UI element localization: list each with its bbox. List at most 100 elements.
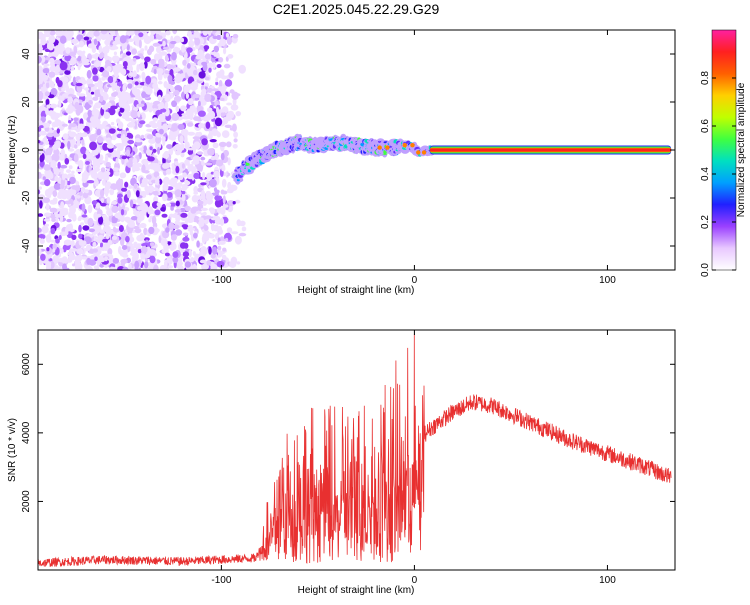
- heatmap-cell: [128, 38, 134, 43]
- heatmap-cell: [155, 68, 164, 75]
- heatmap-cell: [133, 241, 138, 249]
- heatmap-cell: [208, 110, 216, 120]
- heatmap-cell: [78, 79, 85, 83]
- heatmap-cell: [108, 96, 116, 101]
- heatmap-cell: [144, 45, 148, 51]
- heatmap-cell: [135, 190, 140, 198]
- heatmap-cell: [140, 48, 145, 52]
- heatmap-cell: [146, 128, 154, 132]
- heatmap-cell: [64, 158, 70, 165]
- heatmap-cell: [216, 260, 225, 268]
- heatmap-cell: [38, 145, 41, 154]
- heatmap-cell: [104, 154, 109, 163]
- heatmap-cell: [153, 53, 160, 61]
- heatmap-cell: [217, 245, 222, 251]
- heatmap-cell: [64, 70, 71, 75]
- y-tick-label: 20: [21, 96, 32, 108]
- heatmap-cell: [59, 111, 63, 117]
- heatmap-cell: [206, 107, 213, 113]
- heatmap-cell: [125, 235, 130, 243]
- heatmap-cell: [142, 242, 150, 246]
- bottom-x-axis-label: Height of straight line (km): [298, 585, 415, 596]
- heatmap-cell: [165, 227, 170, 233]
- heatmap-cell: [120, 209, 125, 216]
- heatmap-cell: [127, 83, 133, 89]
- heatmap-cell: [107, 76, 114, 84]
- heatmap-cell: [103, 111, 111, 119]
- heatmap-cell: [142, 85, 148, 91]
- heatmap-cell: [212, 35, 218, 40]
- heatmap-cell: [81, 203, 86, 213]
- heatmap-cell: [178, 259, 182, 266]
- heatmap-cell: [247, 169, 251, 173]
- heatmap-cell: [38, 71, 41, 79]
- heatmap-cell: [174, 47, 181, 52]
- heatmap-cell: [92, 96, 99, 101]
- heatmap-cell: [82, 153, 87, 160]
- heatmap-cell: [78, 224, 82, 233]
- heatmap-cell: [85, 198, 92, 203]
- heatmap-cell: [170, 40, 177, 45]
- heatmap-cell: [170, 234, 177, 241]
- heatmap-cell: [218, 80, 223, 89]
- heatmap-cell: [161, 123, 169, 132]
- heatmap-cell: [68, 123, 77, 128]
- heatmap-cell: [187, 110, 194, 118]
- heatmap-cell: [42, 68, 50, 74]
- heatmap-cell: [75, 181, 80, 186]
- heatmap-cell: [126, 189, 131, 199]
- heatmap-cell: [72, 200, 79, 204]
- heatmap-cell: [122, 61, 128, 68]
- heatmap-cell: [106, 196, 111, 204]
- heatmap-cell: [190, 212, 195, 220]
- heatmap-cell: [128, 185, 133, 189]
- heatmap-cell: [171, 213, 179, 218]
- heatmap-cell: [109, 188, 115, 196]
- heatmap-cell: [205, 121, 211, 129]
- heatmap-cell: [224, 79, 233, 87]
- heatmap-cell: [76, 84, 83, 93]
- heatmap-cell: [181, 224, 189, 229]
- top-y-ticks: -40 -20 0 20 40: [21, 48, 675, 253]
- heatmap-cell: [141, 91, 147, 99]
- heatmap-cell: [105, 35, 112, 43]
- heatmap-cell: [226, 141, 232, 148]
- heatmap-cell: [377, 145, 382, 150]
- heatmap-cell: [162, 193, 168, 202]
- heatmap-cell: [193, 191, 198, 195]
- heatmap-cell: [43, 136, 48, 144]
- heatmap-cell: [105, 233, 110, 240]
- heatmap-cell: [186, 47, 193, 53]
- heatmap-cell: [119, 249, 124, 257]
- colorbar-tick-label: 0.4: [700, 167, 711, 181]
- heatmap-cell: [108, 228, 113, 235]
- snr-frame: [37, 329, 676, 571]
- heatmap-cell: [169, 202, 177, 207]
- heatmap-cell: [191, 206, 200, 212]
- heatmap-cell: [40, 37, 47, 46]
- heatmap-cell: [181, 113, 187, 117]
- heatmap-cell: [144, 261, 149, 269]
- heatmap-cell: [137, 216, 142, 224]
- heatmap-cell: [132, 157, 138, 165]
- tone-core: [429, 148, 672, 152]
- heatmap-cell: [230, 256, 238, 266]
- heatmap-cell: [225, 237, 229, 242]
- heatmap-cell: [72, 76, 77, 86]
- heatmap-cell: [202, 62, 208, 72]
- heatmap-cell: [193, 232, 198, 239]
- heatmap-cell: [112, 235, 118, 240]
- heatmap-cell: [45, 98, 50, 106]
- heatmap-cell: [102, 46, 109, 54]
- heatmap-cell: [78, 191, 83, 196]
- heatmap-cell: [58, 235, 62, 240]
- heatmap-cell: [170, 206, 174, 211]
- heatmap-cell: [164, 93, 171, 103]
- heatmap-cell: [140, 182, 146, 188]
- heatmap-cell: [233, 131, 239, 138]
- heatmap-cell: [134, 30, 140, 36]
- heatmap-cell: [100, 30, 108, 35]
- heatmap-cell: [217, 86, 225, 91]
- heatmap-cell: [227, 181, 232, 190]
- heatmap-cell: [216, 207, 223, 214]
